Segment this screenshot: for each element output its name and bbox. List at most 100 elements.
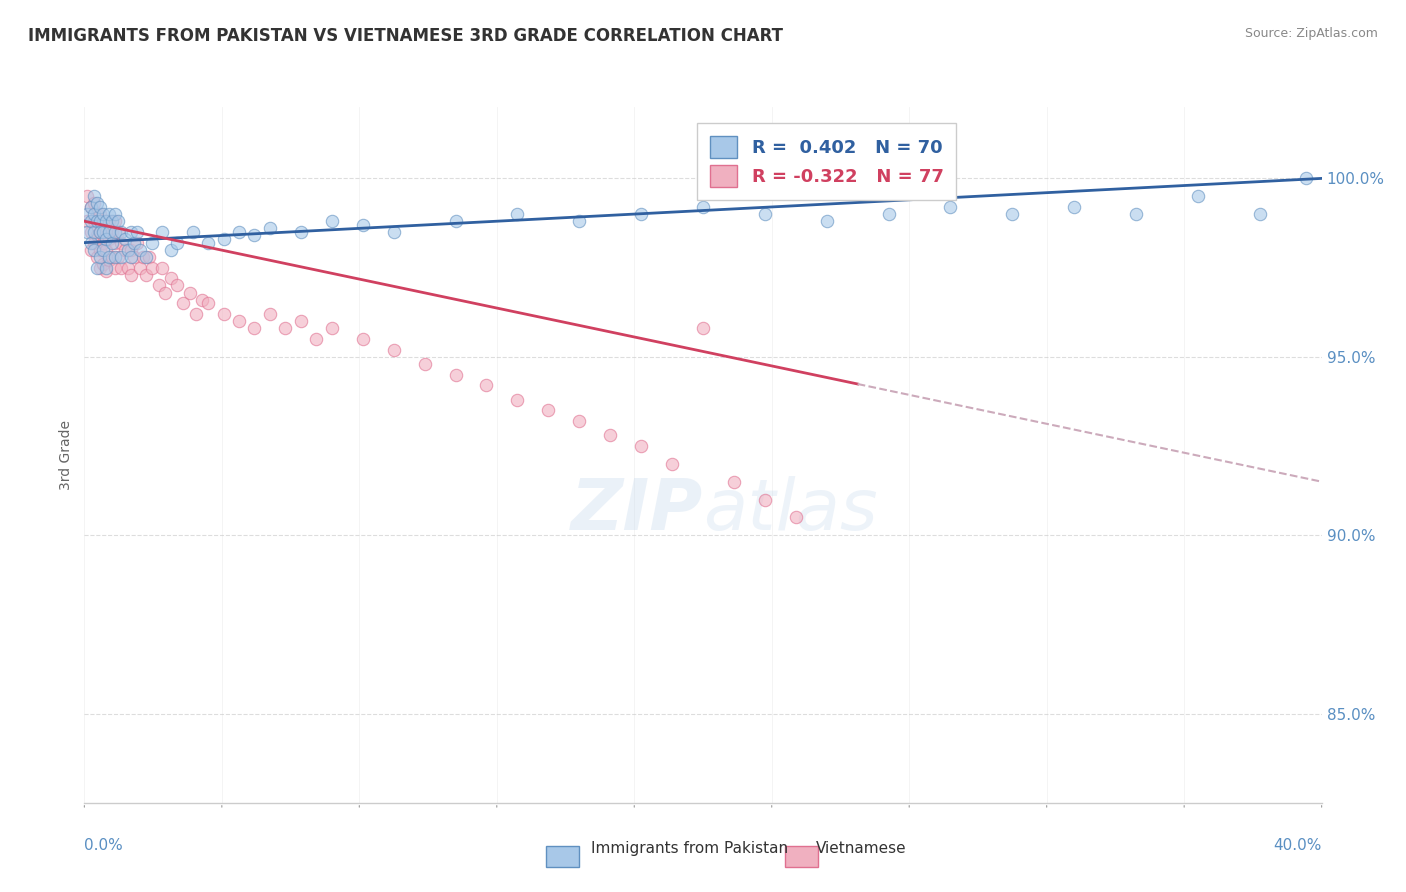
Point bbox=[83, 225, 105, 239]
Point bbox=[475, 378, 498, 392]
Point bbox=[179, 285, 201, 300]
Point bbox=[120, 250, 142, 264]
Point bbox=[104, 214, 127, 228]
Text: 0.0%: 0.0% bbox=[84, 838, 124, 854]
Point bbox=[117, 243, 139, 257]
Point bbox=[290, 314, 312, 328]
Point bbox=[444, 368, 467, 382]
Point bbox=[107, 250, 129, 264]
Point bbox=[91, 214, 114, 228]
Point bbox=[104, 250, 127, 264]
Point bbox=[83, 196, 105, 211]
Point bbox=[98, 225, 121, 239]
Point bbox=[382, 343, 405, 357]
Point bbox=[101, 235, 124, 250]
Point bbox=[83, 235, 105, 250]
Point bbox=[86, 228, 108, 243]
Point bbox=[444, 214, 467, 228]
Point bbox=[135, 250, 157, 264]
Point bbox=[120, 243, 142, 257]
Point bbox=[125, 225, 148, 239]
Point bbox=[321, 214, 343, 228]
Point bbox=[98, 214, 121, 228]
Point bbox=[228, 314, 250, 328]
Point bbox=[79, 235, 101, 250]
Text: Immigrants from Pakistan: Immigrants from Pakistan bbox=[591, 841, 787, 856]
Point bbox=[104, 207, 127, 221]
Point bbox=[197, 235, 219, 250]
Point bbox=[110, 225, 132, 239]
Point bbox=[94, 264, 117, 278]
Point bbox=[692, 200, 714, 214]
Point bbox=[91, 235, 114, 250]
Point bbox=[91, 243, 114, 257]
Point bbox=[89, 200, 111, 214]
Point bbox=[212, 232, 235, 246]
Point bbox=[94, 260, 117, 275]
Point bbox=[352, 332, 374, 346]
Point bbox=[98, 253, 121, 268]
Point bbox=[76, 225, 98, 239]
Point bbox=[83, 243, 105, 257]
Point bbox=[630, 439, 652, 453]
Point bbox=[259, 307, 281, 321]
Point bbox=[89, 260, 111, 275]
Point bbox=[104, 260, 127, 275]
Point bbox=[104, 225, 127, 239]
Point bbox=[98, 207, 121, 221]
Text: Source: ZipAtlas.com: Source: ZipAtlas.com bbox=[1244, 27, 1378, 40]
Point bbox=[413, 357, 436, 371]
Point bbox=[91, 257, 114, 271]
Point bbox=[101, 214, 124, 228]
Point bbox=[120, 225, 142, 239]
Point bbox=[661, 457, 683, 471]
Text: atlas: atlas bbox=[703, 476, 877, 545]
Point bbox=[785, 510, 807, 524]
Point bbox=[160, 271, 183, 285]
Point bbox=[352, 218, 374, 232]
Point bbox=[79, 214, 101, 228]
Point bbox=[197, 296, 219, 310]
Point bbox=[290, 225, 312, 239]
Point bbox=[125, 235, 148, 250]
Point bbox=[141, 260, 163, 275]
Point bbox=[91, 207, 114, 221]
Point bbox=[129, 243, 152, 257]
Point bbox=[110, 250, 132, 264]
Point bbox=[94, 232, 117, 246]
Bar bbox=[546, 846, 579, 867]
Point bbox=[815, 214, 838, 228]
Point bbox=[138, 250, 160, 264]
Point bbox=[1187, 189, 1209, 203]
Point bbox=[537, 403, 560, 417]
Point bbox=[1063, 200, 1085, 214]
Point bbox=[692, 321, 714, 335]
Text: Vietnamese: Vietnamese bbox=[815, 841, 905, 856]
Point bbox=[91, 225, 114, 239]
Point bbox=[148, 278, 170, 293]
Point bbox=[568, 214, 591, 228]
Point bbox=[79, 225, 101, 239]
Point bbox=[191, 293, 214, 307]
Point bbox=[122, 235, 145, 250]
Text: 40.0%: 40.0% bbox=[1274, 838, 1322, 854]
Point bbox=[259, 221, 281, 235]
Point bbox=[506, 207, 529, 221]
Point bbox=[160, 243, 183, 257]
Point bbox=[89, 214, 111, 228]
Point bbox=[101, 225, 124, 239]
Point bbox=[877, 207, 900, 221]
Point bbox=[86, 196, 108, 211]
Point bbox=[114, 232, 136, 246]
Point bbox=[1001, 207, 1024, 221]
Point bbox=[107, 214, 129, 228]
Point bbox=[181, 225, 204, 239]
Point bbox=[243, 228, 266, 243]
Point bbox=[172, 296, 194, 310]
Point bbox=[630, 207, 652, 221]
Point bbox=[754, 492, 776, 507]
Point bbox=[94, 243, 117, 257]
Point bbox=[79, 243, 101, 257]
Point bbox=[506, 392, 529, 407]
Point bbox=[76, 189, 98, 203]
